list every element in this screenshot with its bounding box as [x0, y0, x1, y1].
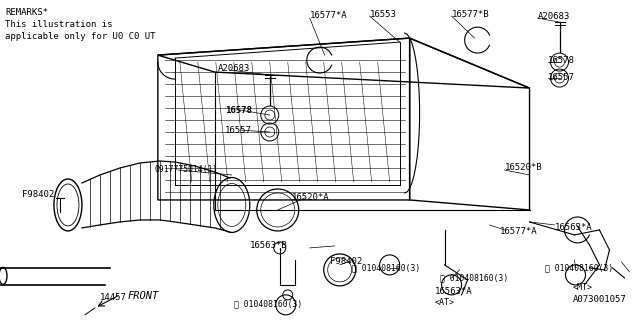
Text: <MT>: <MT> — [573, 284, 593, 292]
Text: Ⓑ 010408160(3): Ⓑ 010408160(3) — [352, 263, 420, 272]
Text: A20683: A20683 — [538, 12, 570, 20]
Text: Ⓑ 010408160(3): Ⓑ 010408160(3) — [440, 273, 508, 282]
Text: FRONT: FRONT — [128, 291, 159, 301]
Text: Ⓑ 010408160(3): Ⓑ 010408160(3) — [545, 263, 612, 272]
Text: 16563*A: 16563*A — [435, 287, 472, 296]
Text: 16577*A: 16577*A — [500, 228, 537, 236]
Text: 16553: 16553 — [370, 10, 397, 19]
Text: 14457: 14457 — [100, 293, 127, 302]
Text: Ⓑ 010408160(3): Ⓑ 010408160(3) — [234, 300, 302, 308]
Text: This illustration is: This illustration is — [5, 20, 113, 28]
Text: 16557: 16557 — [225, 125, 252, 134]
Text: 16557: 16557 — [548, 73, 574, 82]
Text: 16578: 16578 — [225, 106, 252, 115]
Text: 16577*A: 16577*A — [310, 11, 348, 20]
Text: 16520*A: 16520*A — [292, 194, 330, 203]
Text: 16563*A: 16563*A — [554, 223, 592, 232]
Text: applicable only for U0 C0 UT: applicable only for U0 C0 UT — [5, 32, 156, 41]
Text: <AT>: <AT> — [435, 298, 454, 308]
Text: 16520*B: 16520*B — [504, 164, 542, 172]
Text: 16563*B: 16563*B — [250, 241, 287, 251]
Text: REMARKS*: REMARKS* — [5, 8, 48, 17]
Text: 16577*B: 16577*B — [452, 10, 489, 19]
Text: F98402: F98402 — [330, 257, 362, 267]
Text: A20683: A20683 — [218, 64, 250, 73]
Text: A073001057: A073001057 — [573, 295, 627, 304]
Text: F98402: F98402 — [22, 190, 54, 199]
Text: 0917775014(1): 0917775014(1) — [155, 165, 218, 174]
Text: 16578: 16578 — [548, 56, 574, 65]
